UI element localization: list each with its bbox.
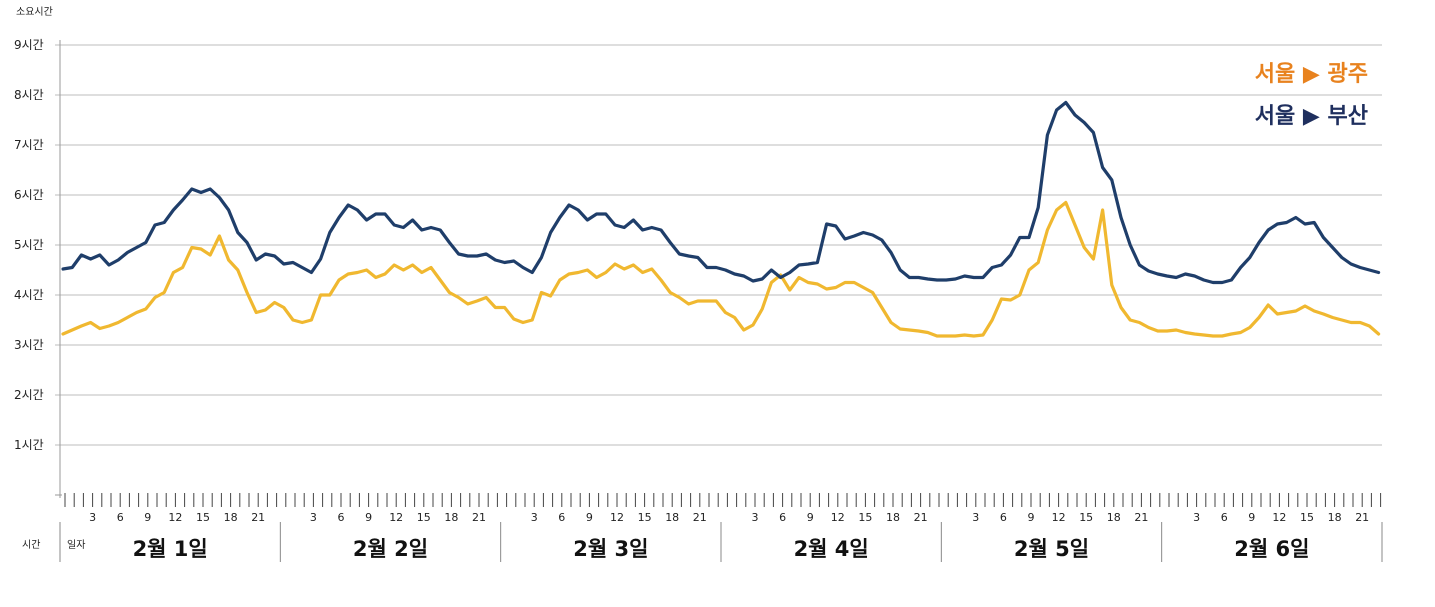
series-lines	[61, 100, 1381, 338]
hour-tick-label: 3	[1193, 511, 1200, 524]
hour-tick-label: 6	[338, 511, 345, 524]
y-axis-title: 소요시간	[16, 6, 53, 18]
hour-tick-label: 3	[531, 511, 538, 524]
hour-tick-label: 12	[1272, 511, 1286, 524]
hour-tick-label: 18	[1107, 511, 1121, 524]
day-label: 2월 4일	[794, 537, 869, 561]
hour-tick-label: 3	[89, 511, 96, 524]
hour-tick-label: 18	[665, 511, 679, 524]
hour-tick-label: 12	[168, 511, 182, 524]
legend-entry: 서울 ▶ 부산	[1255, 104, 1368, 129]
hour-tick-label: 21	[1355, 511, 1369, 524]
hour-tick-label: 6	[117, 511, 124, 524]
hour-tick-label: 6	[1221, 511, 1228, 524]
hour-tick-label: 21	[693, 511, 707, 524]
y-tick-label: 5시간	[14, 238, 44, 252]
day-label: 2월 6일	[1234, 537, 1309, 561]
y-tick-labels: 1시간 2시간 3시간 4시간 5시간 6시간 7시간 8시간 9시간	[14, 38, 44, 452]
y-tick-label: 8시간	[14, 88, 44, 102]
gridlines	[55, 44, 1382, 496]
hour-tick-label: 18	[886, 511, 900, 524]
hour-tick-label: 15	[858, 511, 872, 524]
x-axis: 3 6 9 12 15 18 21 2월 1일 3 6 9 12 15 18 21 2월 2일 3 6 9 12 15 1…	[22, 493, 1383, 562]
hour-tick-label: 6	[1000, 511, 1007, 524]
series-line-seoul-busan	[61, 100, 1381, 285]
hour-tick-label: 9	[144, 511, 151, 524]
hour-tick-label: 9	[807, 511, 814, 524]
hour-tick-label: 21	[914, 511, 928, 524]
hour-tick-label: 15	[638, 511, 652, 524]
series-line-seoul-gwangju	[61, 200, 1381, 338]
hour-tick-label: 15	[1079, 511, 1093, 524]
hour-tick-label: 15	[417, 511, 431, 524]
day-label: 2월 5일	[1014, 537, 1089, 561]
hour-tick-label: 15	[196, 511, 210, 524]
hour-tick-label: 12	[1052, 511, 1066, 524]
legend-entry: 서울 ▶ 광주	[1255, 62, 1368, 87]
y-tick-label: 9시간	[14, 38, 44, 52]
hour-tick-label: 6	[558, 511, 565, 524]
hour-tick-label: 12	[831, 511, 845, 524]
day-label: 2월 1일	[133, 537, 208, 561]
hour-tick-label: 12	[610, 511, 624, 524]
hour-tick-label: 3	[752, 511, 759, 524]
hour-tick-label: 3	[310, 511, 317, 524]
day-label: 2월 2일	[353, 537, 428, 561]
hour-tick-label: 18	[1328, 511, 1342, 524]
hour-tick-label: 21	[1134, 511, 1148, 524]
hour-tick-label: 21	[251, 511, 265, 524]
hour-tick-label: 18	[444, 511, 458, 524]
y-tick-label: 6시간	[14, 188, 44, 202]
hour-tick-label: 9	[1248, 511, 1255, 524]
day-label: 2월 3일	[573, 537, 648, 561]
hour-tick-label: 12	[389, 511, 403, 524]
hour-tick-label: 9	[586, 511, 593, 524]
hour-tick-label: 18	[224, 511, 238, 524]
hour-tick-label: 6	[779, 511, 786, 524]
hour-tick-label: 15	[1300, 511, 1314, 524]
x-day-label: 일자	[67, 539, 85, 551]
y-tick-label: 7시간	[14, 138, 44, 152]
hour-tick-label: 9	[1028, 511, 1035, 524]
y-tick-label: 3시간	[14, 338, 44, 352]
hour-tick-label: 9	[365, 511, 372, 524]
hour-tick-label: 3	[972, 511, 979, 524]
hour-tick-label: 21	[472, 511, 486, 524]
y-tick-label: 1시간	[14, 438, 44, 452]
y-tick-label: 4시간	[14, 288, 44, 302]
x-row-label: 시간	[22, 539, 40, 551]
y-tick-label: 2시간	[14, 388, 44, 402]
